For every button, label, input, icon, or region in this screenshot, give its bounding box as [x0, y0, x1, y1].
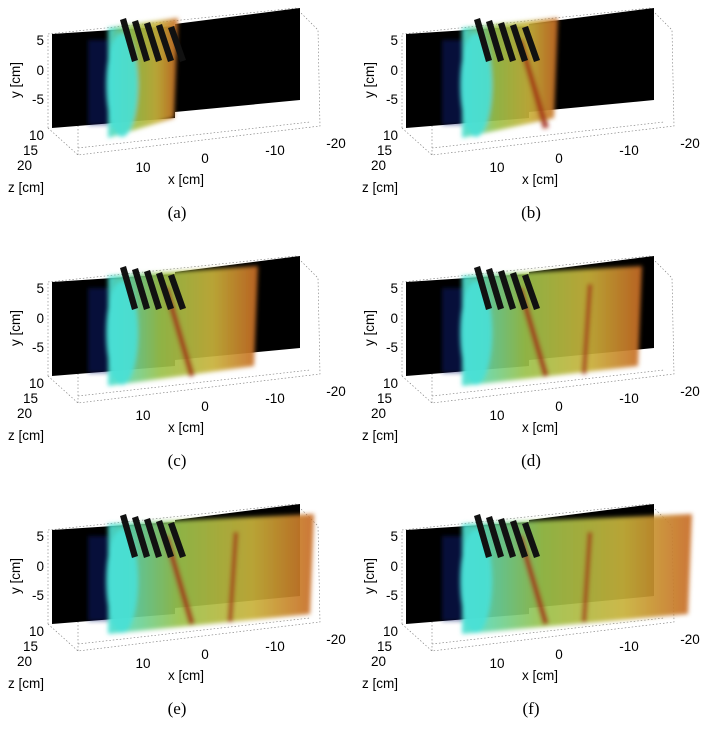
y-tick-label: -5 — [386, 340, 398, 355]
x-tick-label: -10 — [619, 391, 639, 406]
x-tick-label: -10 — [619, 639, 639, 654]
x-tick-label: 0 — [201, 399, 209, 414]
z-tick-label: 20 — [371, 406, 386, 421]
y-tick-label: 5 — [36, 281, 44, 296]
z-tick-label: 15 — [377, 143, 392, 158]
x-axis-label: x [cm] — [522, 668, 558, 683]
z-axis-label: z [cm] — [8, 676, 44, 691]
z-tick-label: 20 — [17, 158, 32, 173]
z-tick-label: 15 — [23, 391, 38, 406]
x-axis-label: x [cm] — [168, 172, 204, 187]
y-tick-label: -5 — [386, 92, 398, 107]
z-tick-label: 15 — [377, 639, 392, 654]
x-tick-label: 0 — [555, 399, 563, 414]
y-axis-label: y [cm] — [8, 558, 23, 594]
y-axis-label: y [cm] — [362, 62, 377, 98]
x-tick-label: -10 — [265, 391, 285, 406]
volume-body — [460, 18, 558, 138]
z-tick-label: 10 — [383, 624, 398, 639]
z-tick-label: 20 — [17, 406, 32, 421]
y-tick-label: 5 — [390, 33, 398, 48]
y-tick-label: -5 — [32, 92, 44, 107]
z-axis-label: z [cm] — [362, 676, 398, 691]
y-tick-label: 0 — [390, 63, 398, 78]
z-tick-label: 10 — [29, 624, 44, 639]
panel-caption: (d) — [354, 451, 708, 471]
z-axis-label: z [cm] — [362, 428, 398, 443]
x-tick-label: -10 — [619, 143, 639, 158]
y-tick-label: 5 — [36, 33, 44, 48]
back-slice — [175, 8, 300, 112]
z-tick-label: 20 — [17, 654, 32, 669]
x-tick-label: 0 — [555, 647, 563, 662]
x-tick-label: 10 — [489, 656, 504, 671]
y-tick-label: 5 — [390, 529, 398, 544]
panel-caption: (c) — [0, 451, 354, 471]
volume-body — [460, 266, 642, 386]
z-tick-label: 10 — [29, 128, 44, 143]
x-tick-label: -20 — [680, 632, 700, 647]
y-tick-label: -5 — [386, 588, 398, 603]
x-tick-label: -20 — [680, 136, 700, 151]
x-tick-label: 10 — [135, 160, 150, 175]
y-axis-label: y [cm] — [8, 310, 23, 346]
y-tick-label: 0 — [390, 311, 398, 326]
y-tick-label: -5 — [32, 588, 44, 603]
x-axis-label: x [cm] — [522, 172, 558, 187]
y-axis-label: y [cm] — [8, 62, 23, 98]
x-tick-label: 10 — [489, 160, 504, 175]
z-axis-label: z [cm] — [8, 180, 44, 195]
z-tick-label: 15 — [23, 639, 38, 654]
x-tick-label: -20 — [326, 632, 346, 647]
z-axis-label: z [cm] — [8, 428, 44, 443]
z-tick-label: 15 — [377, 391, 392, 406]
z-tick-label: 10 — [383, 376, 398, 391]
x-tick-label: -20 — [326, 136, 346, 151]
panel-caption: (e) — [0, 699, 354, 719]
panel-caption: (a) — [0, 203, 354, 223]
z-tick-label: 10 — [383, 128, 398, 143]
x-tick-label: -20 — [680, 384, 700, 399]
panel-f: 5 0 -5 y [cm] 10 15 20 z [cm] 10 0 -10 -20 x [cm] (f) — [354, 496, 708, 742]
z-tick-label: 20 — [371, 158, 386, 173]
panel-caption: (b) — [354, 203, 708, 223]
z-axis-label: z [cm] — [362, 180, 398, 195]
x-tick-label: 10 — [489, 408, 504, 423]
x-tick-label: -20 — [326, 384, 346, 399]
y-tick-label: 0 — [36, 311, 44, 326]
y-tick-label: 0 — [36, 63, 44, 78]
x-tick-label: 0 — [201, 151, 209, 166]
x-tick-label: 0 — [201, 647, 209, 662]
x-tick-label: -10 — [265, 639, 285, 654]
z-tick-label: 15 — [23, 143, 38, 158]
z-tick-label: 10 — [29, 376, 44, 391]
panel-b: 5 0 -5 y [cm] 10 15 20 z [cm] 10 0 -10 -20 x [cm] (b) — [354, 0, 708, 246]
panel-caption: (f) — [354, 699, 708, 719]
x-tick-label: 0 — [555, 151, 563, 166]
x-axis-label: x [cm] — [168, 420, 204, 435]
x-axis-label: x [cm] — [168, 668, 204, 683]
y-tick-label: 0 — [390, 559, 398, 574]
y-tick-label: 5 — [36, 529, 44, 544]
x-tick-label: -10 — [265, 143, 285, 158]
y-tick-label: -5 — [32, 340, 44, 355]
x-tick-label: 10 — [135, 408, 150, 423]
y-axis-label: y [cm] — [362, 310, 377, 346]
y-tick-label: 0 — [36, 559, 44, 574]
panel-e: 5 0 -5 y [cm] 10 15 20 z [cm] 10 0 -10 -20 x [cm] (e) — [0, 496, 354, 742]
z-tick-label: 20 — [371, 654, 386, 669]
panel-a: 5 0 -5 y [cm] 10 15 20 z [cm] 10 0 -10 -20 x [cm] (a) — [0, 0, 354, 246]
panel-c: 5 0 -5 y [cm] 10 15 20 z [cm] 10 0 -10 -20 x [cm] (c) — [0, 248, 354, 494]
y-axis-label: y [cm] — [362, 558, 377, 594]
y-tick-label: 5 — [390, 281, 398, 296]
x-tick-label: 10 — [135, 656, 150, 671]
panel-d: 5 0 -5 y [cm] 10 15 20 z [cm] 10 0 -10 -20 x [cm] (d) — [354, 248, 708, 494]
x-axis-label: x [cm] — [522, 420, 558, 435]
volume-plot: 50-5y [cm]101520z [cm]100-10 -20x [cm] — [0, 0, 354, 200]
